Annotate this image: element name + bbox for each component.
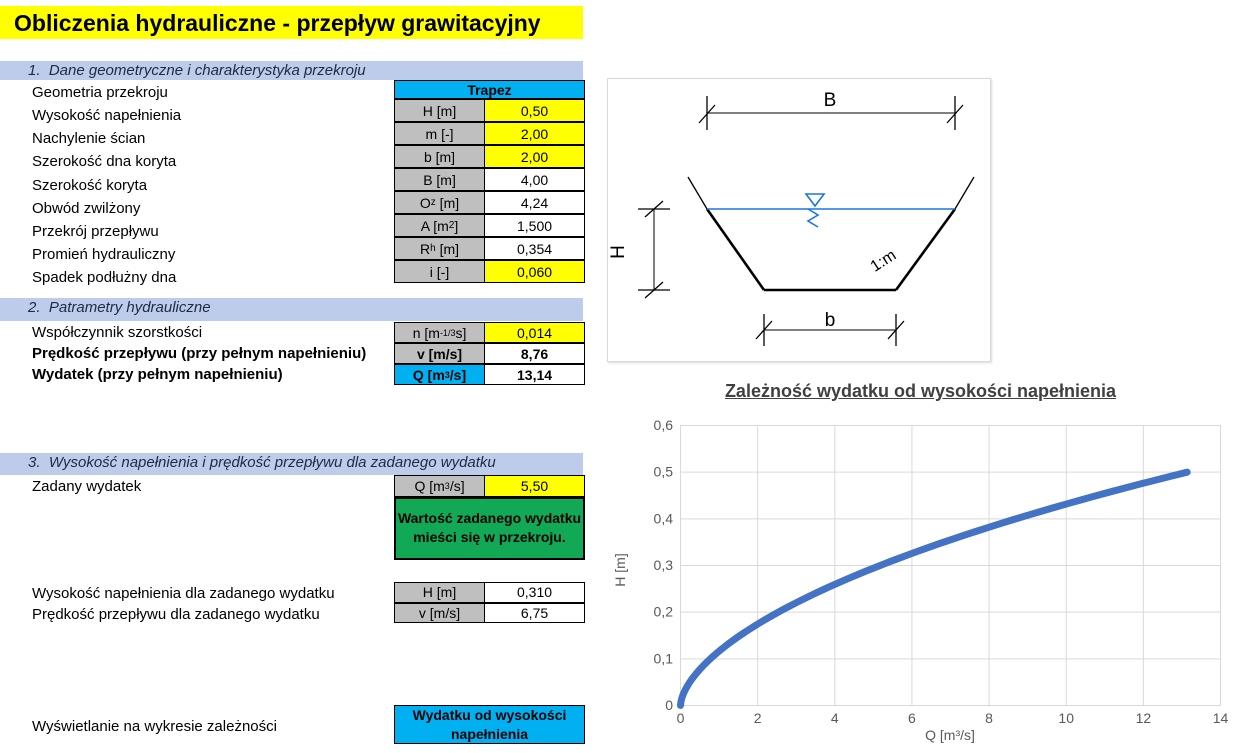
svg-text:Q [m³/s]: Q [m³/s] (925, 727, 975, 743)
svg-text:H [m]: H [m] (612, 553, 628, 586)
svg-text:0: 0 (665, 697, 673, 713)
svg-text:B: B (824, 90, 837, 111)
svg-text:H: H (608, 245, 629, 259)
svg-text:14: 14 (1213, 710, 1229, 726)
svg-text:12: 12 (1136, 710, 1152, 726)
svg-text:1:m: 1:m (868, 247, 900, 276)
svg-text:4: 4 (831, 710, 839, 726)
svg-text:0,4: 0,4 (654, 510, 674, 526)
svg-text:0,1: 0,1 (654, 650, 674, 666)
svg-text:2: 2 (754, 710, 762, 726)
svg-text:0,6: 0,6 (654, 417, 674, 433)
svg-text:0: 0 (677, 710, 685, 726)
svg-text:10: 10 (1058, 710, 1074, 726)
svg-text:6: 6 (908, 710, 916, 726)
svg-text:0,2: 0,2 (654, 604, 674, 620)
svg-text:0,3: 0,3 (654, 557, 674, 573)
svg-text:b: b (825, 310, 836, 331)
svg-text:8: 8 (985, 710, 993, 726)
svg-text:0,5: 0,5 (654, 464, 674, 480)
